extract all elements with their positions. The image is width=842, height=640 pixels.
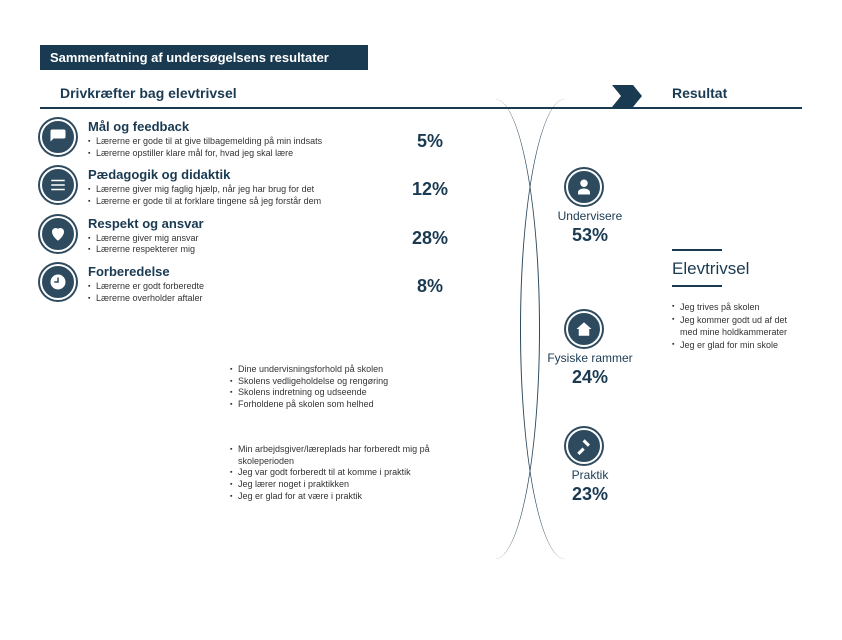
driver-items: Lærerne er godt forberedte Lærerne overh…: [88, 281, 400, 304]
mid-percent: 23%: [572, 484, 608, 505]
driver-row: Forberedelse Lærerne er godt forberedte …: [40, 264, 460, 304]
result-item: Jeg trives på skolen: [672, 301, 802, 314]
mid-item-praktik: Praktik 23%: [566, 428, 614, 505]
driver-title: Mål og feedback: [88, 119, 400, 134]
driver-row: Respekt og ansvar Lærerne giver mig ansv…: [40, 216, 460, 256]
driver-title: Pædagogik og didaktik: [88, 167, 400, 182]
hammer-icon: [566, 428, 602, 464]
driver-item: Lærerne er gode til at forklare tingene …: [88, 196, 400, 208]
result-top-line: [672, 249, 722, 251]
list-item: Min arbejdsgiver/læreplads har forberedt…: [230, 444, 455, 467]
mid-label: Fysiske rammer: [547, 351, 632, 365]
middle-column: Undervisere 53% Fysiske rammer 24% Prakt…: [525, 169, 655, 545]
driver-percent: 12%: [400, 179, 460, 200]
section-header-row: Drivkræfter bag elevtrivsel Resultat: [40, 85, 802, 109]
driver-item: Lærerne giver mig ansvar: [88, 233, 400, 245]
driver-percent: 5%: [400, 131, 460, 152]
mid-item-undervisere: Undervisere 53%: [558, 169, 623, 246]
fysiske-list: Dine undervisningsforhold på skolen Skol…: [230, 364, 455, 411]
driver-title: Forberedelse: [88, 264, 400, 279]
driver-items: Lærerne giver mig faglig hjælp, når jeg …: [88, 184, 400, 207]
list-item: Jeg er glad for at være i praktik: [230, 491, 455, 503]
mid-label: Undervisere: [558, 209, 623, 223]
heart-icon: [40, 216, 76, 252]
driver-row: Pædagogik og didaktik Lærerne giver mig …: [40, 167, 460, 207]
driver-title: Respekt og ansvar: [88, 216, 400, 231]
driver-item: Lærerne opstiller klare mål for, hvad je…: [88, 148, 400, 160]
clock-icon: [40, 264, 76, 300]
home-icon: [566, 311, 602, 347]
mid-percent: 53%: [572, 225, 608, 246]
mid-percent: 24%: [572, 367, 608, 388]
driver-item: Lærerne er godt forberedte: [88, 281, 400, 293]
list-item: Skolens vedligeholdelse og rengøring: [230, 376, 455, 388]
result-item: Jeg er glad for min skole: [672, 339, 802, 352]
result-list: Jeg trives på skolen Jeg kommer godt ud …: [672, 301, 802, 351]
content-area: Mål og feedback Lærerne er gode til at g…: [40, 109, 802, 305]
driver-percent: 28%: [400, 228, 460, 249]
praktik-list: Min arbejdsgiver/læreplads har forberedt…: [230, 444, 455, 502]
result-heading: Resultat: [672, 85, 802, 107]
speech-icon: [40, 119, 76, 155]
driver-item: Lærerne er gode til at give tilbagemeldi…: [88, 136, 400, 148]
user-icon: [566, 169, 602, 205]
chevron-icon: [612, 85, 642, 107]
driver-row: Mål og feedback Lærerne er gode til at g…: [40, 119, 460, 159]
result-column: Elevtrivsel Jeg trives på skolen Jeg kom…: [672, 249, 802, 351]
list-item: Skolens indretning og udseende: [230, 387, 455, 399]
list-item: Forholdene på skolen som helhed: [230, 399, 455, 411]
page-header: Sammenfatning af undersøgelsens resultat…: [40, 45, 368, 70]
result-title: Elevtrivsel: [672, 259, 802, 279]
mid-item-fysiske: Fysiske rammer 24%: [547, 311, 632, 388]
header-title: Sammenfatning af undersøgelsens resultat…: [50, 50, 329, 65]
list-icon: [40, 167, 76, 203]
driver-item: Lærerne giver mig faglig hjælp, når jeg …: [88, 184, 400, 196]
mid-label: Praktik: [572, 468, 609, 482]
driver-item: Lærerne respekterer mig: [88, 244, 400, 256]
drivers-heading: Drivkræfter bag elevtrivsel: [40, 85, 612, 107]
list-item: Dine undervisningsforhold på skolen: [230, 364, 455, 376]
drivers-column: Mål og feedback Lærerne er gode til at g…: [40, 119, 460, 305]
list-item: Jeg var godt forberedt til at komme i pr…: [230, 467, 455, 479]
result-item: Jeg kommer godt ud af det med mine holdk…: [672, 314, 802, 339]
result-bottom-line: [672, 285, 722, 287]
driver-items: Lærerne er gode til at give tilbagemeldi…: [88, 136, 400, 159]
driver-item: Lærerne overholder aftaler: [88, 293, 400, 305]
list-item: Jeg lærer noget i praktikken: [230, 479, 455, 491]
driver-items: Lærerne giver mig ansvar Lærerne respekt…: [88, 233, 400, 256]
